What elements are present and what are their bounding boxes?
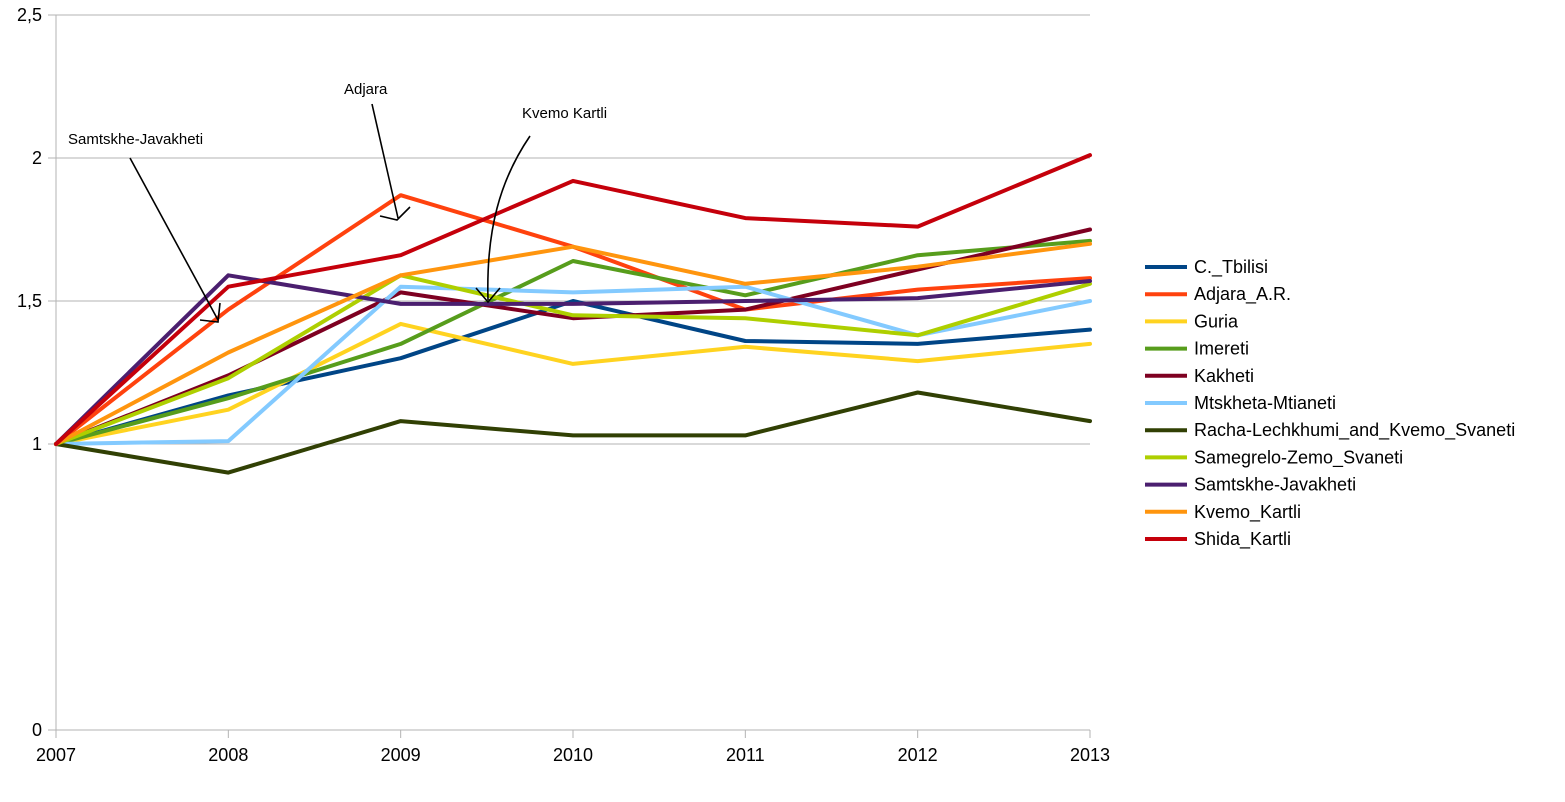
annotation-arrowhead-adjara <box>379 206 411 221</box>
y-tick-label: 1 <box>32 434 42 454</box>
legend-item-samegrelo-zemo-svaneti: Samegrelo-Zemo_Svaneti <box>1145 447 1403 468</box>
y-tick-label: 0 <box>32 720 42 740</box>
annotation-arrow-kvemo-kartli <box>487 135 531 301</box>
series-line-samegrelo-zemo-svaneti <box>54 273 1092 446</box>
legend: C._Tbilisi Adjara_A.R. Guria Imereti Kakheti… <box>1145 257 1515 550</box>
legend-item-racha-lechkhumi-and-kvemo-svaneti: Racha-Lechkhumi_and_Kvemo_Svaneti <box>1145 420 1515 441</box>
series-line-c-tbilisi <box>54 299 1092 446</box>
series-line-kakheti <box>54 227 1092 446</box>
legend-label: Samtskhe-Javakheti <box>1194 475 1356 495</box>
grid-lines <box>56 14 1090 445</box>
legend-label: Guria <box>1194 311 1239 331</box>
legend-item-mtskheta-mtianeti: Mtskheta-Mtianeti <box>1145 393 1336 413</box>
series-line-shida-kartli <box>54 153 1092 446</box>
legend-item-shida-kartli: Shida_Kartli <box>1145 529 1291 550</box>
legend-item-adjara-a-r: Adjara_A.R. <box>1145 284 1291 305</box>
y-tick-label: 2,5 <box>17 5 42 25</box>
annotation-label-kvemo-kartli: Kvemo Kartli <box>522 105 607 122</box>
series-line-imereti <box>54 238 1092 446</box>
x-tick-label: 2011 <box>726 745 765 765</box>
x-tick-label: 2012 <box>898 745 938 765</box>
annotation-label-samtskhe-javakheti: Samtskhe-Javakheti <box>68 131 203 148</box>
legend-label: Kvemo_Kartli <box>1194 502 1301 523</box>
axes: 0 1 1,5 2 2,5 2007 2008 2009 2010 2011 2012 2013 <box>17 5 1110 765</box>
legend-label: Samegrelo-Zemo_Svaneti <box>1194 447 1403 468</box>
legend-item-kvemo-kartli: Kvemo_Kartli <box>1145 502 1301 523</box>
series-lines <box>54 153 1092 475</box>
legend-label: Imereti <box>1194 339 1249 359</box>
legend-label: Kakheti <box>1194 366 1254 386</box>
legend-label: Racha-Lechkhumi_and_Kvemo_Svaneti <box>1194 420 1515 441</box>
annotation-arrowhead-samtskhe-javakheti <box>199 302 221 323</box>
legend-item-imereti: Imereti <box>1145 339 1249 359</box>
y-tick-label: 1,5 <box>17 291 42 311</box>
x-tick-label: 2010 <box>553 745 593 765</box>
legend-item-samtskhe-javakheti: Samtskhe-Javakheti <box>1145 475 1356 495</box>
x-tick-label: 2013 <box>1070 745 1110 765</box>
series-line-kvemo-kartli <box>54 241 1092 446</box>
series-line-samtskhe-javakheti <box>54 273 1092 446</box>
x-tick-label: 2009 <box>381 745 421 765</box>
annotations: Samtskhe-Javakheti Adjara Kvemo Kartli <box>68 81 607 323</box>
series-line-guria <box>54 321 1092 446</box>
annotation-arrowhead-kvemo-kartli <box>475 287 501 304</box>
annotation-label-adjara: Adjara <box>344 81 388 98</box>
legend-label: Shida_Kartli <box>1194 529 1291 550</box>
legend-item-c-tbilisi: C._Tbilisi <box>1145 257 1268 278</box>
y-tick-label: 2 <box>32 148 42 168</box>
annotation-arrow-samtskhe-javakheti <box>129 157 219 321</box>
legend-item-kakheti: Kakheti <box>1145 366 1254 386</box>
x-tick-label: 2007 <box>36 745 76 765</box>
x-tick-label: 2008 <box>208 745 248 765</box>
annotation-arrow-adjara <box>371 103 399 219</box>
series-line-racha-lechkhumi-and-kvemo-svaneti <box>54 390 1092 475</box>
legend-label: C._Tbilisi <box>1194 257 1268 278</box>
legend-label: Adjara_A.R. <box>1194 284 1291 305</box>
legend-label: Mtskheta-Mtianeti <box>1194 393 1336 413</box>
legend-item-guria: Guria <box>1145 311 1239 331</box>
